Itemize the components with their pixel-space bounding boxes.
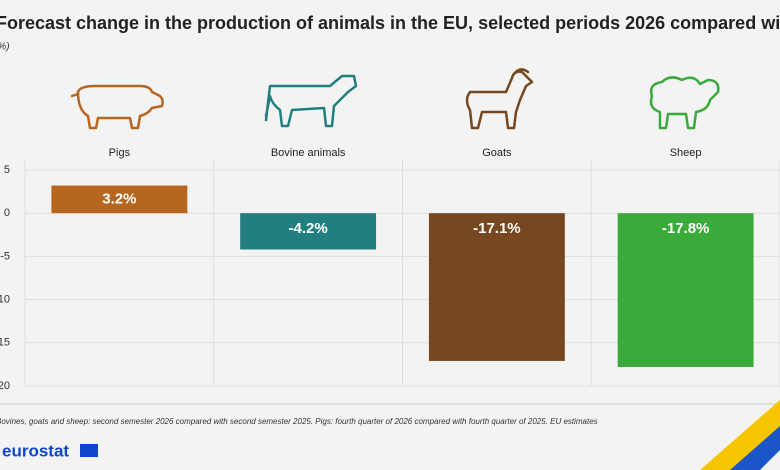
logo-stripe (730, 426, 780, 470)
y-tick-label: 0 (4, 207, 10, 219)
logo-text: eurostat (2, 441, 69, 460)
goat-icon (465, 68, 534, 130)
value-label: -4.2% (289, 220, 328, 237)
bar (617, 213, 754, 367)
category-label: Pigs (109, 147, 131, 159)
eu-flag (80, 444, 98, 457)
bar (51, 185, 188, 214)
y-tick-label: -5 (0, 250, 10, 262)
category-label: Bovine animals (271, 147, 346, 159)
value-label: 3.2% (102, 190, 136, 207)
unit-label: (%) (0, 42, 10, 53)
y-tick-label: -10 (0, 294, 10, 306)
value-label: -17.1% (473, 220, 521, 237)
cow-icon (264, 74, 358, 128)
category-label: Goats (482, 147, 512, 159)
bar (240, 213, 377, 250)
chart-title: Forecast change in the production of ani… (0, 13, 780, 33)
sheep-icon (649, 76, 720, 130)
category-label: Sheep (670, 147, 702, 159)
y-tick-label: -20 (0, 380, 10, 392)
footnote: Bovines, goats and sheep: second semeste… (0, 417, 598, 426)
y-tick-label: -15 (0, 337, 10, 349)
pig-icon (70, 84, 164, 130)
value-label: -17.8% (662, 220, 710, 237)
bar (428, 213, 565, 361)
y-tick-label: 5 (4, 164, 10, 176)
